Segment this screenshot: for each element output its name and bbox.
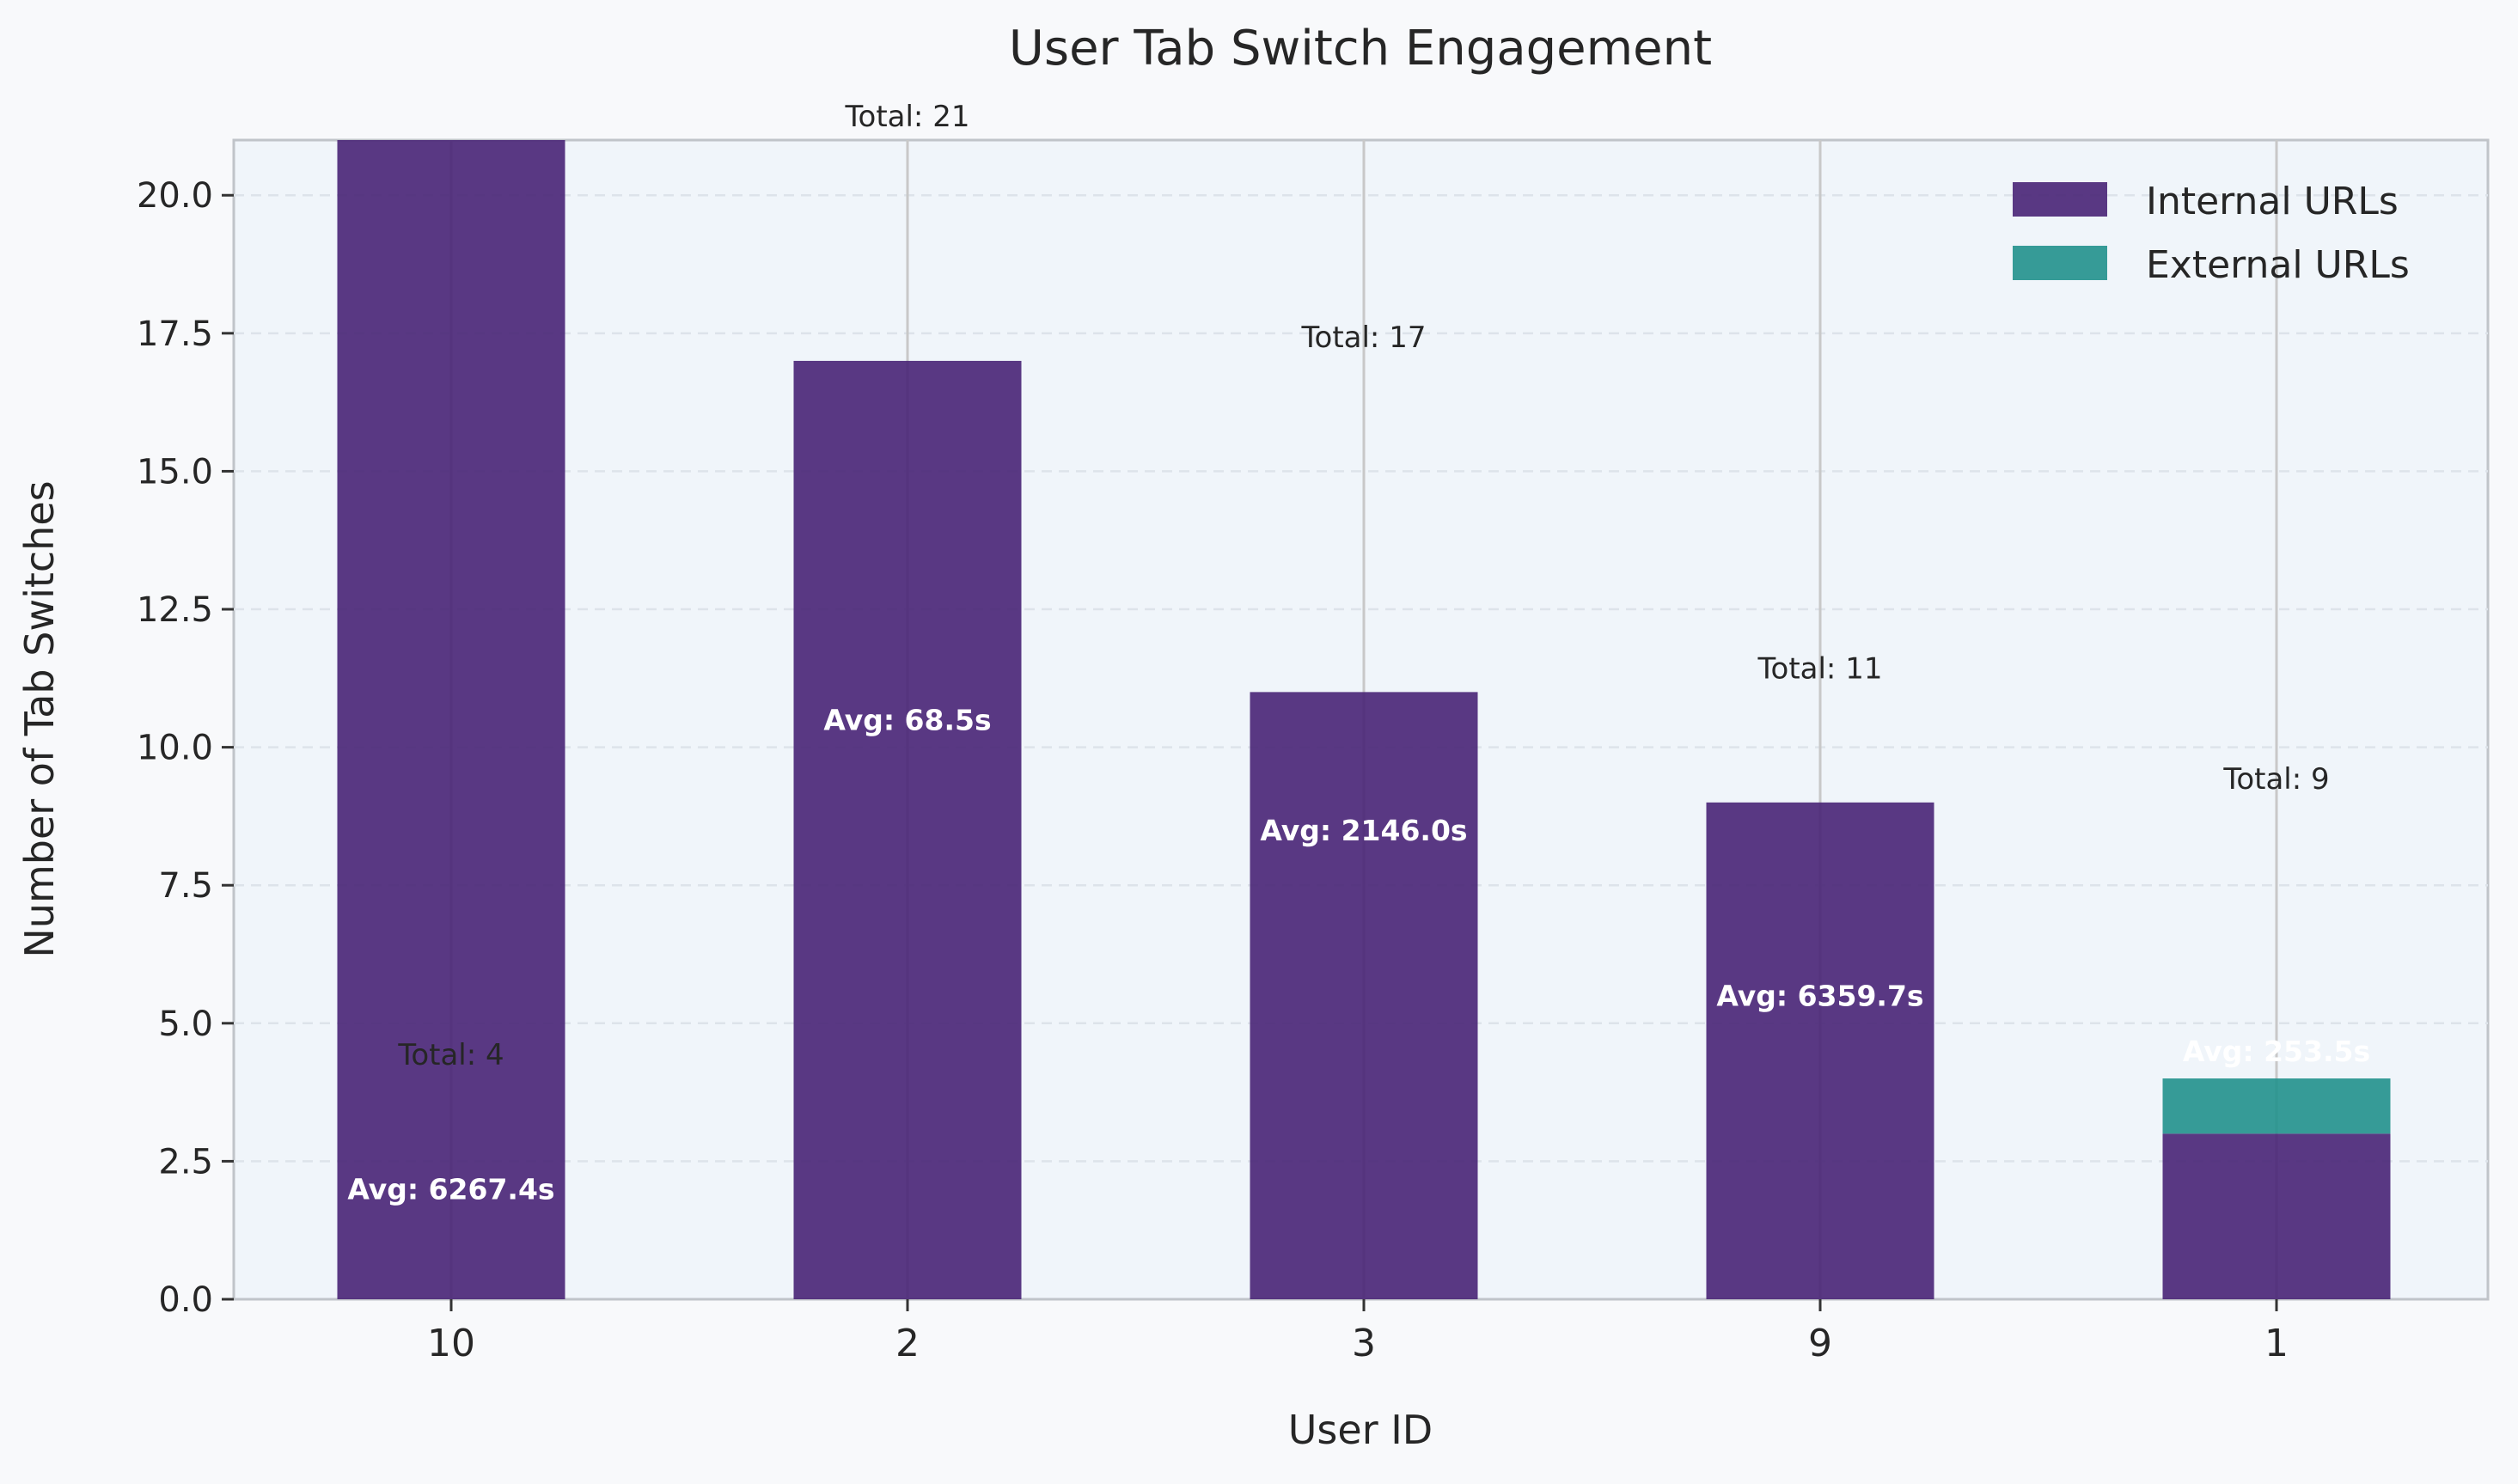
y-tick-label: 20.0	[137, 176, 213, 216]
x-tick-label: 2	[895, 1322, 920, 1365]
bar-internal	[2162, 1133, 2391, 1299]
y-tick-label: 7.5	[158, 866, 213, 906]
bar-internal	[1706, 802, 1934, 1299]
total-label: Total: 17	[1301, 321, 1427, 355]
y-tick-label: 17.5	[137, 315, 213, 354]
bar-internal	[1250, 692, 1478, 1299]
annotations: Total: 4 Total: 21 Total: 17 Total: 11 Total…	[347, 100, 2370, 1206]
total-label: Total: 4	[397, 1038, 504, 1072]
legend-swatch-internal	[2013, 182, 2107, 217]
x-tick-label: 1	[2264, 1322, 2289, 1365]
bars	[337, 140, 2391, 1299]
total-label: Total: 21	[845, 100, 970, 134]
avg-label: Avg: 6267.4s	[347, 1173, 554, 1206]
y-tick-label: 15.0	[137, 452, 213, 492]
y-tick-label: 0.0	[158, 1280, 213, 1320]
y-ticks: 0.0 2.5 5.0 7.5 10.0 12.5 15.0 17.5 20.0	[137, 176, 234, 1320]
x-ticks: 10 2 3 9 1	[427, 1299, 2289, 1365]
total-label: Total: 11	[1757, 651, 1883, 686]
legend-swatch-external	[2013, 246, 2107, 280]
legend: Internal URLs External URLs	[2013, 180, 2410, 287]
bar-internal	[793, 360, 1022, 1299]
avg-label: Avg: 253.5s	[2183, 1035, 2370, 1068]
x-tick-label: 9	[1808, 1322, 1832, 1365]
y-tick-label: 12.5	[137, 590, 213, 630]
y-tick-label: 10.0	[137, 729, 213, 768]
y-tick-label: 5.0	[158, 1005, 213, 1044]
x-tick-label: 3	[1352, 1322, 1376, 1365]
y-axis-label: Number of Tab Switches	[16, 480, 63, 957]
y-tick-label: 2.5	[158, 1142, 213, 1182]
avg-label: Avg: 68.5s	[823, 704, 991, 737]
bar-internal	[337, 140, 565, 1299]
avg-label: Avg: 2146.0s	[1260, 814, 1467, 847]
avg-label: Avg: 6359.7s	[1716, 980, 1923, 1013]
chart-title: User Tab Switch Engagement	[1009, 21, 1712, 76]
bar-external	[2162, 1078, 2391, 1134]
x-axis-label: User ID	[1288, 1407, 1433, 1453]
legend-label-internal: Internal URLs	[2146, 180, 2399, 223]
total-label: Total: 9	[2222, 762, 2329, 797]
legend-label-external: External URLs	[2146, 243, 2410, 287]
x-tick-label: 10	[427, 1322, 475, 1365]
